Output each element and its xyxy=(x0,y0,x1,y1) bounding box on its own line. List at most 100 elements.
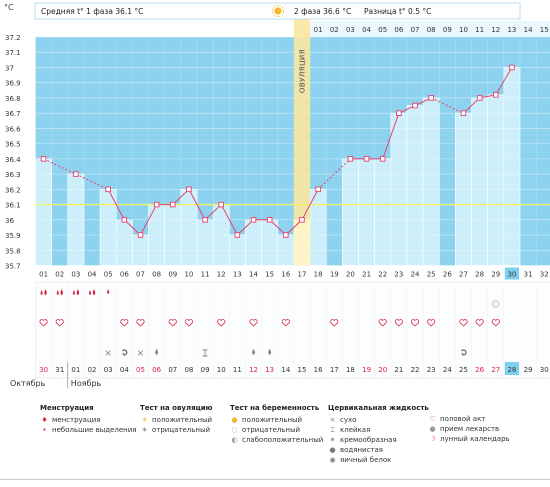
temp-point-day-28 xyxy=(477,96,482,101)
calendar-date-label: 27 xyxy=(491,366,500,374)
y-tick-label: 36.4 xyxy=(5,156,21,164)
phase2-label: 2 фаза 36.6 °C xyxy=(294,7,351,16)
temp-point-day-10 xyxy=(187,187,192,192)
phase-header: Средняя t° 1 фаза 36.1 °C 2 фаза 36.6 °C… xyxy=(35,3,520,19)
y-tick-label: 36.9 xyxy=(5,80,21,88)
cycle-day-label: 24 xyxy=(411,271,420,279)
temp-point-day-05 xyxy=(106,187,111,192)
temp-point-day-01 xyxy=(41,157,46,162)
legend-cervical: Цервикальная жидкость ×сухо ⌶клейкая ✶кр… xyxy=(328,404,429,465)
temp-bar-day-28 xyxy=(472,98,488,266)
legend-preg-negative-label: отрицательный xyxy=(242,426,300,434)
temp-bar-day-29 xyxy=(488,95,504,266)
cycle-day-label: 11 xyxy=(201,271,210,279)
calendar-date-label: 06 xyxy=(152,366,161,374)
calendar-date-label: 23 xyxy=(427,366,436,374)
legend: Менструация ♦менструация •небольшие выде… xyxy=(0,400,550,486)
cycle-day-label: 31 xyxy=(524,271,533,279)
legend-moon-label: лунный календарь xyxy=(440,435,510,443)
cycle-day-label: 32 xyxy=(540,271,549,279)
temp-point-day-07 xyxy=(138,233,143,238)
menstruation-drop-icon: ♦ xyxy=(40,416,49,424)
cycle-day-label: 14 xyxy=(249,271,258,279)
temp-bar-day-20 xyxy=(342,159,358,266)
legend-ovulation-test: Тест на овуляцию ☀положительный ☀отрицат… xyxy=(140,404,213,435)
temp-bar-day-15 xyxy=(262,220,278,266)
y-tick-label: 36.2 xyxy=(5,186,21,194)
month-label: Ноябрь xyxy=(71,379,102,388)
cycle-day-label: 17 xyxy=(298,271,307,279)
calendar-date-label: 16 xyxy=(314,366,323,374)
legend-preg-weak-label: слабоположительный xyxy=(242,436,323,444)
legend-menstruation: Менструация ♦менструация •небольшие выде… xyxy=(40,404,137,435)
calendar-date-label: 30 xyxy=(39,366,48,374)
calendar-date-label: 03 xyxy=(104,366,113,374)
cycle-day-label: 13 xyxy=(233,271,242,279)
legend-dry-label: сухо xyxy=(340,416,356,424)
calendar-date-label: 19 xyxy=(362,366,371,374)
cycle-day-label: 29 xyxy=(491,271,500,279)
legend-sticky-label: клейкая xyxy=(340,426,370,434)
cycle-day-label: 25 xyxy=(427,271,436,279)
calendar-date-label: 04 xyxy=(120,366,129,374)
phase2-day-label: 03 xyxy=(346,26,355,34)
y-tick-label: 36.7 xyxy=(5,110,21,118)
moon-icon: ☽ xyxy=(428,435,437,443)
temp-point-day-17 xyxy=(300,218,305,223)
calendar-date-label: 17 xyxy=(330,366,339,374)
egg-white-icon: ◉ xyxy=(328,456,337,464)
calendar-date-label: 11 xyxy=(233,366,242,374)
cycle-day-label: 02 xyxy=(55,271,64,279)
temp-point-day-24 xyxy=(413,103,418,108)
calendar-date-label: 07 xyxy=(168,366,177,374)
cycle-day-label: 22 xyxy=(378,271,387,279)
phase2-day-label: 10 xyxy=(459,26,468,34)
temp-point-day-18 xyxy=(316,187,321,192)
phase2-day-label: 11 xyxy=(475,26,484,34)
calendar-date-label: 08 xyxy=(184,366,193,374)
cycle-day-label: 05 xyxy=(104,271,113,279)
calendar-date-label: 28 xyxy=(507,366,516,374)
cycle-day-label: 19 xyxy=(330,271,339,279)
temp-point-day-12 xyxy=(219,202,224,207)
calendar-date-label: 29 xyxy=(524,366,533,374)
temp-bar-day-14 xyxy=(245,220,261,266)
legend-cervical-title: Цервикальная жидкость xyxy=(328,404,429,412)
y-tick-label: 37.2 xyxy=(5,34,21,42)
temp-point-day-13 xyxy=(235,233,240,238)
pregnancy-weak-icon: ◐ xyxy=(230,436,239,444)
legend-medication-label: прием лекарств xyxy=(440,425,499,433)
calendar-date-label: 31 xyxy=(55,366,64,374)
phase2-day-label: 02 xyxy=(330,26,339,34)
calendar-date-label: 20 xyxy=(378,366,387,374)
temp-bar-day-30 xyxy=(504,67,520,265)
watery-icon: ● xyxy=(328,446,337,454)
y-tick-label: 36.5 xyxy=(5,141,21,149)
legend-other: ♡половой акт ●прием лекарств ☽лунный кал… xyxy=(428,414,510,444)
pill-icon: ● xyxy=(428,425,437,433)
legend-eggwhite-label: яичный белок xyxy=(340,456,391,464)
legend-ovulation-test-title: Тест на овуляцию xyxy=(140,404,213,412)
y-axis: 35.735.835.93636.136.236.336.436.536.636… xyxy=(5,34,21,271)
y-tick-label: 36.6 xyxy=(5,125,21,133)
calendar-date-label: 13 xyxy=(265,366,274,374)
phase1-label: Средняя t° 1 фаза 36.1 °C xyxy=(41,7,143,16)
temp-bar-day-01 xyxy=(36,159,52,266)
dry-icon: × xyxy=(328,416,337,424)
calendar-date-label: 25 xyxy=(459,366,468,374)
y-tick-label: 36.1 xyxy=(5,202,21,210)
temp-point-day-16 xyxy=(284,233,289,238)
y-tick-label: 37 xyxy=(5,64,14,72)
cycle-day-label: 30 xyxy=(507,271,516,279)
phase2-day-label: 15 xyxy=(540,26,549,34)
cycle-day-label: 09 xyxy=(168,271,177,279)
temp-point-day-25 xyxy=(429,96,434,101)
temp-bar-day-06 xyxy=(116,220,132,266)
cycle-day-label: 04 xyxy=(88,271,97,279)
temp-point-day-11 xyxy=(203,218,208,223)
temp-point-day-21 xyxy=(364,157,369,162)
y-tick-label: 36.3 xyxy=(5,171,21,179)
phase2-day-label: 09 xyxy=(443,26,452,34)
